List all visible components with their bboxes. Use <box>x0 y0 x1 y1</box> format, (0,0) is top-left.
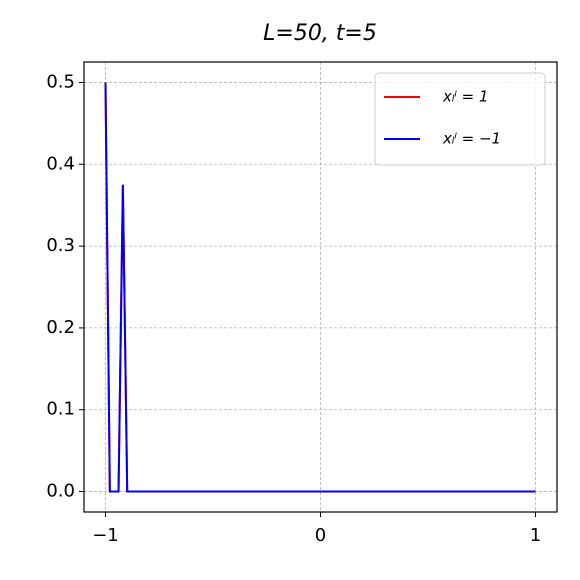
x-tick-label: 0 <box>315 525 326 546</box>
y-tick-label: 0.0 <box>46 481 75 502</box>
chart-title: L=50, t=5 <box>263 21 377 46</box>
y-tick-label: 0.3 <box>46 235 75 256</box>
y-tick-label: 0.1 <box>46 399 75 420</box>
y-tick-label: 0.4 <box>46 153 75 174</box>
legend-label: xₗˡ = −1 <box>442 130 501 148</box>
legend-label: xₗˡ = 1 <box>442 88 489 106</box>
y-tick-label: 0.2 <box>46 317 75 338</box>
x-tick-label: 1 <box>530 525 541 546</box>
axes-frame <box>83 61 558 513</box>
y-tick-label: 0.5 <box>46 71 75 92</box>
x-tick-label: −1 <box>92 525 119 546</box>
line <box>104 82 536 493</box>
